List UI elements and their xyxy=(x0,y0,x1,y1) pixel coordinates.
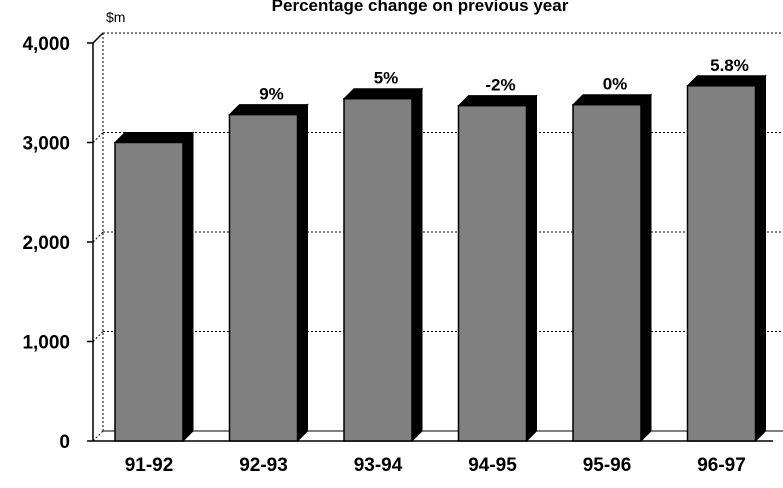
x-category-label: 93-94 xyxy=(354,455,403,476)
bar-side-face xyxy=(526,94,537,443)
bar-front-face xyxy=(343,97,413,442)
bar-data-label: 9% xyxy=(259,85,284,104)
bar-side-face xyxy=(182,131,194,443)
y-tick-label: 2,000 xyxy=(22,233,70,254)
bar-front-face xyxy=(686,85,757,442)
y-tick-label: 4,000 xyxy=(22,34,70,55)
bar-side-face xyxy=(640,93,652,443)
gridline-connector xyxy=(92,430,104,442)
bar-data-label: 5.8% xyxy=(710,56,749,75)
y-axis-top-cap xyxy=(92,32,104,44)
bar-top-face xyxy=(228,104,309,116)
x-category-label: 94-95 xyxy=(468,455,517,476)
bar-data-label: 5% xyxy=(374,69,399,88)
bar-data-label: 0% xyxy=(603,75,628,94)
y-axis-unit-label: $m xyxy=(106,9,125,25)
x-category-label: 95-96 xyxy=(583,455,632,476)
bar-side-face xyxy=(411,87,423,443)
bar-top-face xyxy=(342,88,424,100)
bar-front-face xyxy=(228,113,299,442)
bar-top-face xyxy=(113,132,195,143)
x-category-label: 96-97 xyxy=(697,455,746,476)
gridline-connector xyxy=(92,331,104,342)
chart-title: Percentage change on previous year xyxy=(272,0,569,15)
bar-side-face xyxy=(755,74,766,443)
bar-front-face xyxy=(114,141,184,442)
y-tick-label: 1,000 xyxy=(22,333,70,354)
bar-top-face xyxy=(686,75,767,87)
y-tick-label: 3,000 xyxy=(22,134,70,155)
bar-data-label: -2% xyxy=(485,76,515,95)
x-category-label: 91-92 xyxy=(125,455,174,476)
bar-front-face xyxy=(457,104,528,442)
bar-front-face xyxy=(572,103,642,442)
plot-area: 0 1,000 2,000 3,000 4,000 91-92 9% 92-93 5% 93-94… xyxy=(22,32,783,476)
y-tick-label: 0 xyxy=(59,432,70,453)
gridline-connector xyxy=(92,132,104,143)
x-category-label: 92-93 xyxy=(239,455,288,476)
bar-side-face xyxy=(297,103,308,443)
gridline-connector xyxy=(92,231,104,243)
bar-top-face xyxy=(571,94,653,106)
bar-top-face xyxy=(457,95,538,107)
